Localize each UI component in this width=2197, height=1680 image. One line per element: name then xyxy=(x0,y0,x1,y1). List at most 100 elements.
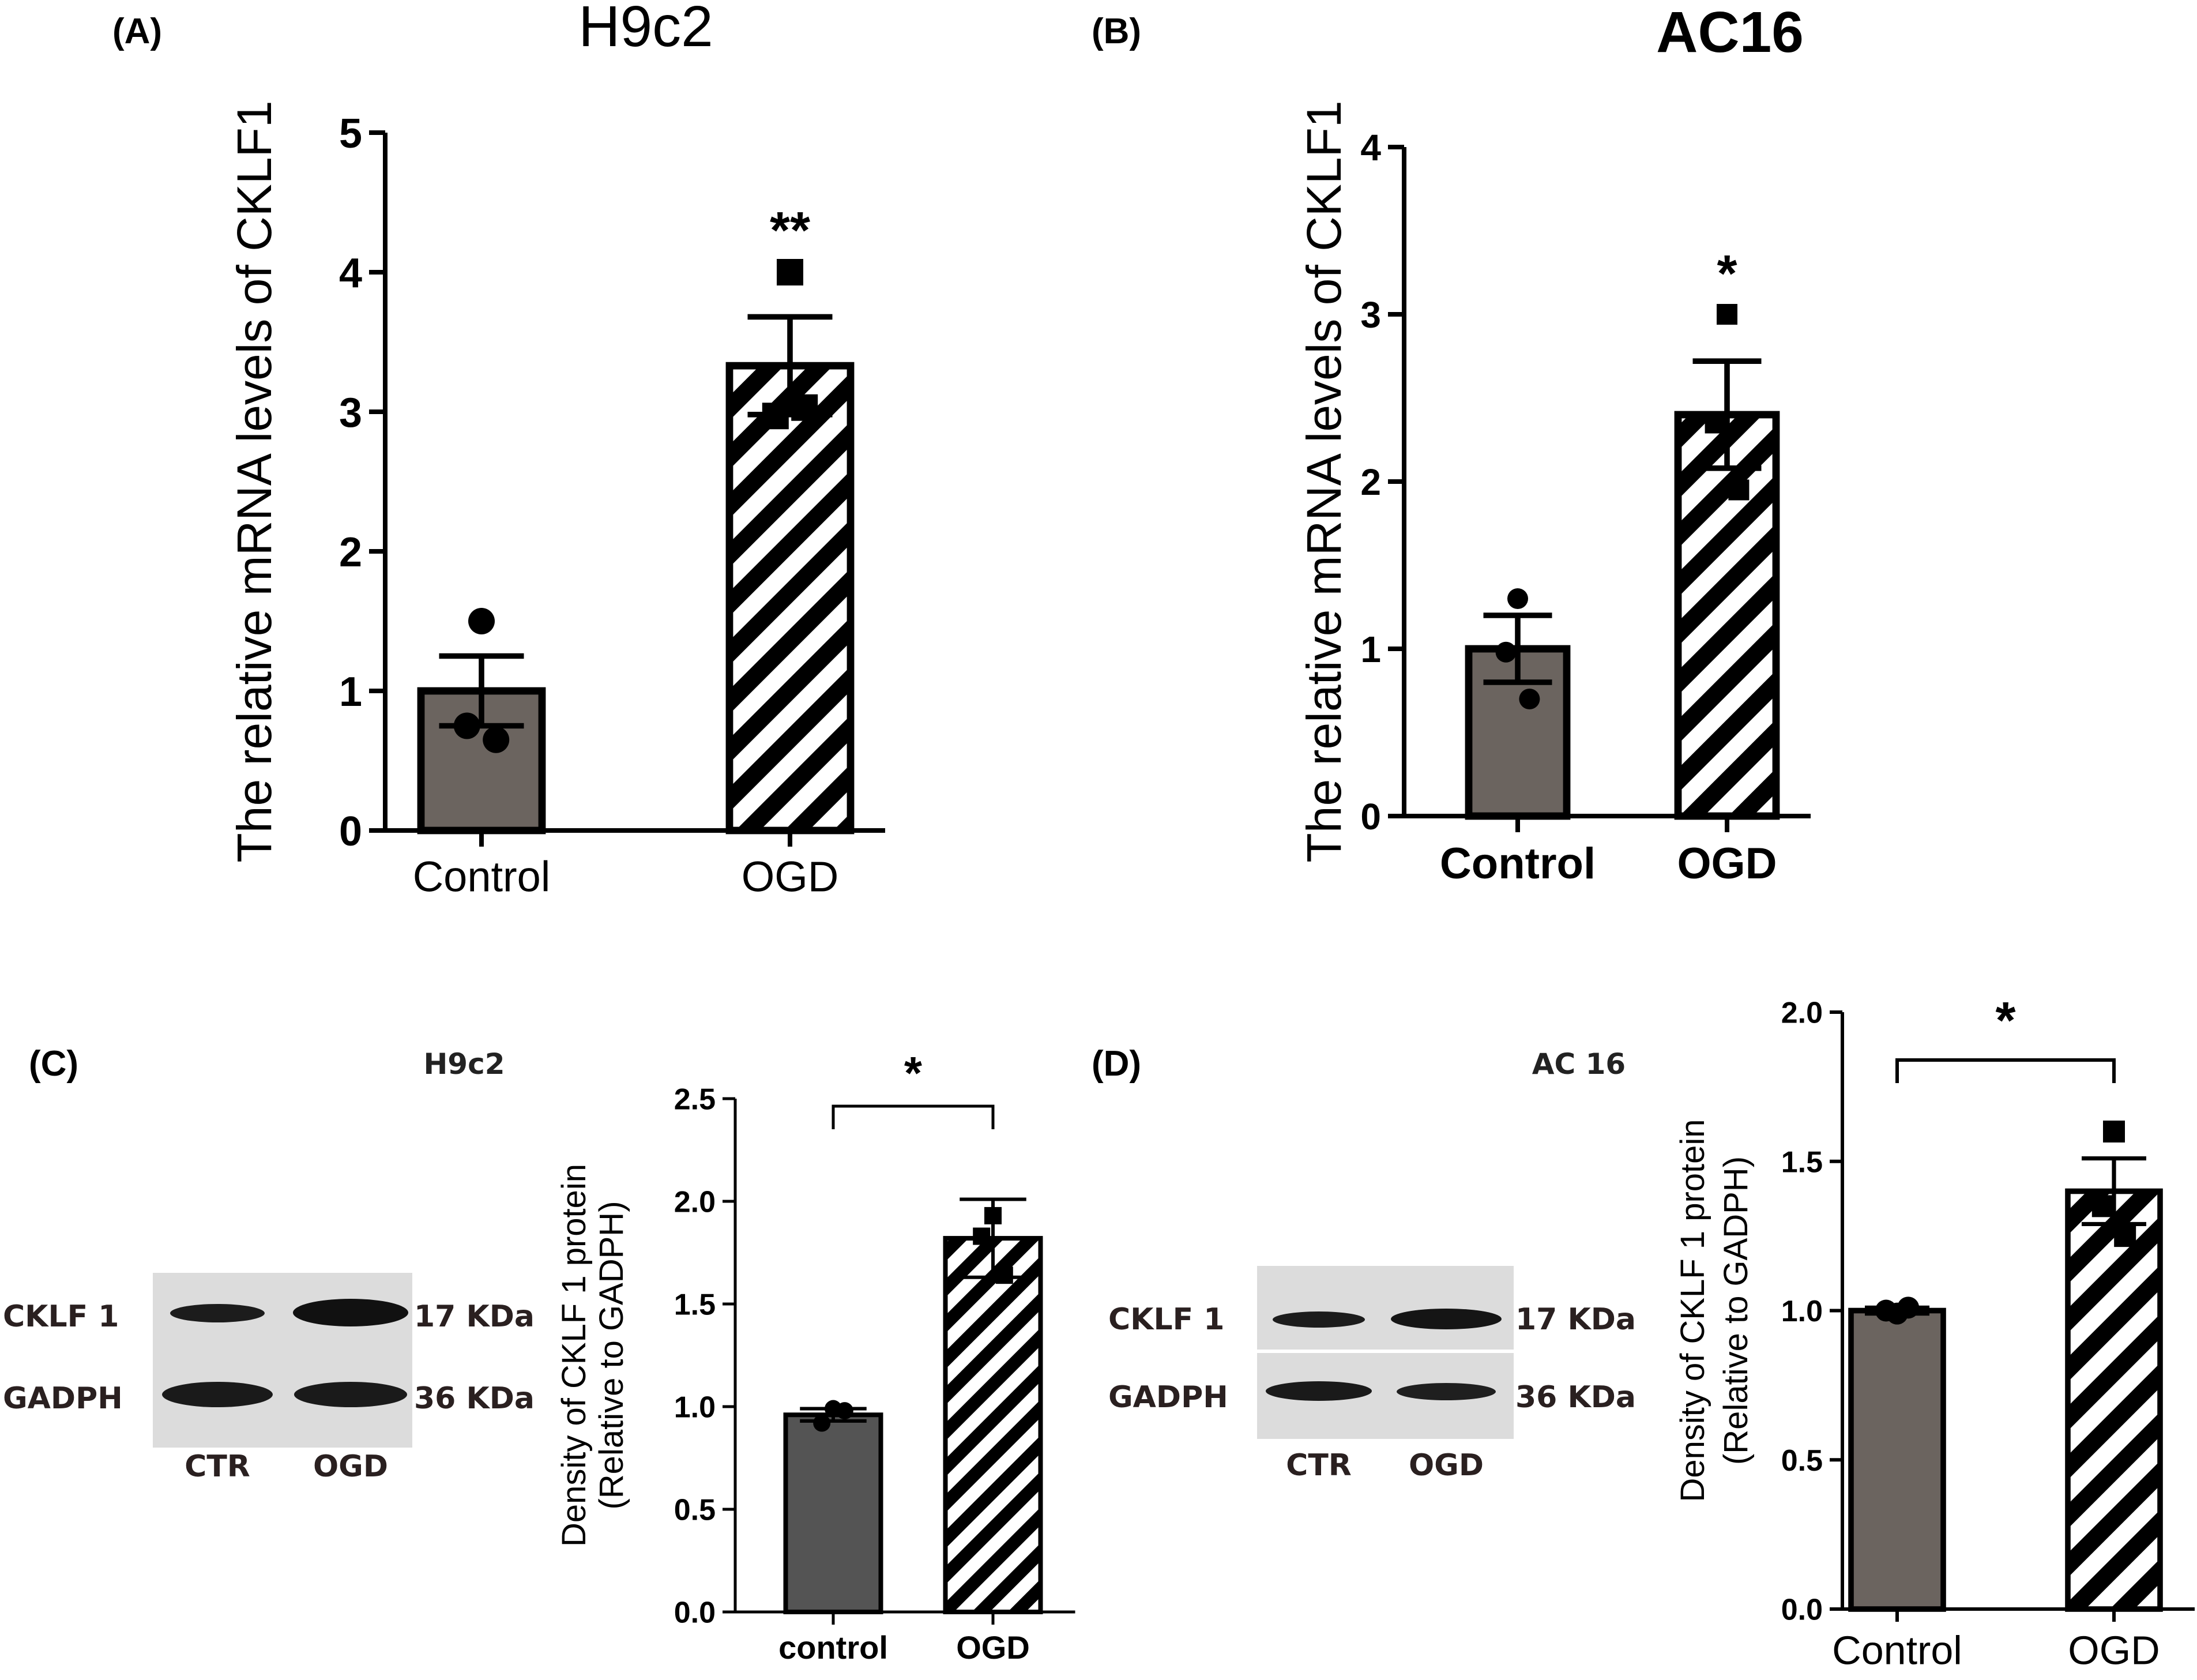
blot-c: H9c2 CKLF 1 GADPH 17 KDa 36 KDa CTR OGD xyxy=(3,1047,535,1484)
blot-d-size-17: 17 KDa xyxy=(1515,1302,1636,1337)
y-tick-label: 2 xyxy=(1360,461,1381,503)
blot-d-protein-cklf1: CKLF 1 xyxy=(1108,1302,1224,1337)
y-axis-label: The relative mRNA levels of CKLF1 xyxy=(227,100,281,862)
data-point-circle xyxy=(453,712,480,739)
y-tick-label: 1.0 xyxy=(1781,1295,1823,1328)
x-tick-label: Control xyxy=(1832,1628,1962,1673)
blot-d-size-36: 36 KDa xyxy=(1515,1380,1636,1415)
data-point-square xyxy=(791,394,818,421)
panel-a-label: (A) xyxy=(112,12,162,51)
y-tick-label: 5 xyxy=(339,111,362,157)
blot-d-band-cklf1-ctr xyxy=(1273,1311,1365,1328)
data-point-square xyxy=(1728,479,1750,501)
y-tick-label: 0.5 xyxy=(674,1494,716,1527)
panel-d-label: (D) xyxy=(1092,1044,1141,1084)
blot-d-band-gadph-ogd xyxy=(1397,1383,1496,1400)
data-point-circle xyxy=(1519,689,1540,709)
data-point-square xyxy=(973,1227,991,1245)
blot-d-lane-ogd: OGD xyxy=(1409,1448,1484,1483)
x-tick-label: control xyxy=(778,1629,888,1666)
blot-c-band-cklf1-ogd xyxy=(293,1299,408,1326)
y-tick-label: 2 xyxy=(339,529,362,576)
data-point-square xyxy=(762,403,789,430)
y-tick-label: 3 xyxy=(1360,294,1381,336)
blot-c-cell-line: H9c2 xyxy=(423,1047,505,1081)
data-point-circle xyxy=(1897,1296,1920,1319)
data-point-square xyxy=(1717,304,1737,325)
blot-c-membrane xyxy=(153,1273,412,1448)
chart-a: 0 1 2 3 4 5 The relative mRNA levels of CKLF1 C… xyxy=(227,100,885,901)
significance-bracket xyxy=(832,1104,995,1129)
data-point-square xyxy=(995,1266,1013,1284)
x-tick-label: Control xyxy=(1440,839,1596,888)
data-point-square xyxy=(2114,1225,2136,1247)
y-tick-label: 1 xyxy=(1360,629,1381,670)
y-tick-label: 0 xyxy=(1360,796,1381,837)
data-point-square xyxy=(777,259,803,285)
y-tick-label: 0 xyxy=(339,809,362,855)
data-point-circle xyxy=(1507,588,1528,609)
significance-label: * xyxy=(904,1047,923,1099)
y-tick-label: 2.5 xyxy=(674,1083,716,1117)
y-tick-label: 4 xyxy=(339,250,362,296)
significance-label: * xyxy=(1717,245,1737,303)
x-tick-label: OGD xyxy=(956,1629,1030,1666)
blot-c-lane-ogd: OGD xyxy=(313,1449,388,1484)
data-point-square xyxy=(1705,412,1726,434)
chart-d: 0.0 0.5 1.0 1.5 2.0 Density of CKLF 1 protein… xyxy=(1674,992,2195,1673)
data-point-square xyxy=(2091,1195,2114,1217)
blot-c-protein-cklf1: CKLF 1 xyxy=(3,1299,119,1334)
panel-b-label: (B) xyxy=(1092,12,1141,51)
y-tick-label: 0.0 xyxy=(674,1596,716,1630)
data-point-circle xyxy=(1875,1299,1897,1322)
data-point-square xyxy=(2103,1121,2125,1142)
y-tick-label: 0.0 xyxy=(1781,1593,1823,1627)
data-point-circle xyxy=(836,1402,853,1420)
bar-ogd xyxy=(1674,411,1780,820)
data-point-circle xyxy=(813,1414,831,1432)
y-tick-label: 2.0 xyxy=(674,1186,716,1219)
chart-a-title: H9c2 xyxy=(578,0,713,59)
blot-c-size-17: 17 KDa xyxy=(414,1299,535,1334)
x-tick-label: OGD xyxy=(1677,839,1777,888)
chart-b-title: AC16 xyxy=(1656,0,1804,65)
y-axis-label-line2: (Relative to GADPH) xyxy=(1717,1156,1755,1465)
bar-ogd xyxy=(943,1236,1043,1615)
blot-c-band-gadph-ogd xyxy=(294,1382,407,1407)
blot-d-lane-ctr: CTR xyxy=(1286,1448,1352,1483)
y-tick-label: 3 xyxy=(339,390,362,436)
y-tick-label: 1.0 xyxy=(674,1391,716,1425)
y-tick-label: 1.5 xyxy=(1781,1145,1823,1179)
y-tick-label: 2.0 xyxy=(1781,997,1823,1030)
data-point-circle xyxy=(483,726,510,753)
blot-c-lane-ctr: CTR xyxy=(185,1449,250,1484)
blot-d-cell-line: AC 16 xyxy=(1532,1047,1626,1081)
blot-d-band-gadph-ctr xyxy=(1266,1381,1372,1401)
blot-d: AC 16 CKLF 1 GADPH 17 KDa 36 KDa CTR OGD xyxy=(1108,1047,1636,1483)
y-axis-label-line2: (Relative to GADPH) xyxy=(593,1201,630,1509)
data-point-square xyxy=(984,1207,1002,1224)
blot-c-band-cklf1-ctr xyxy=(170,1304,265,1322)
x-tick-label: OGD xyxy=(742,853,839,901)
data-point-circle xyxy=(1495,641,1517,663)
blot-c-size-36: 36 KDa xyxy=(414,1381,535,1416)
data-point-circle xyxy=(468,608,495,634)
y-axis-label-line1: Density of CKLF 1 protein xyxy=(1674,1119,1711,1502)
chart-c: 0.0 0.5 1.0 1.5 2.0 2.5 Density of CKLF 1 prot… xyxy=(555,1047,1075,1666)
x-tick-label: Control xyxy=(413,853,551,901)
y-axis-label: The relative mRNA levels of CKLF1 xyxy=(1297,100,1351,862)
blot-c-protein-gadph: GADPH xyxy=(3,1381,123,1416)
y-tick-label: 4 xyxy=(1360,127,1381,168)
bar-control xyxy=(783,1412,883,1614)
y-axis-label-line1: Density of CKLF 1 protein xyxy=(555,1164,593,1547)
significance-bracket xyxy=(1895,1058,2116,1083)
blot-c-band-gadph-ctr xyxy=(162,1382,273,1407)
y-tick-label: 1 xyxy=(339,669,362,715)
bar-control xyxy=(1848,1307,1946,1612)
bar-ogd xyxy=(2065,1188,2163,1612)
y-tick-label: 1.5 xyxy=(674,1288,716,1322)
significance-label: * xyxy=(1995,992,2015,1050)
blot-d-band-cklf1-ogd xyxy=(1391,1309,1502,1329)
